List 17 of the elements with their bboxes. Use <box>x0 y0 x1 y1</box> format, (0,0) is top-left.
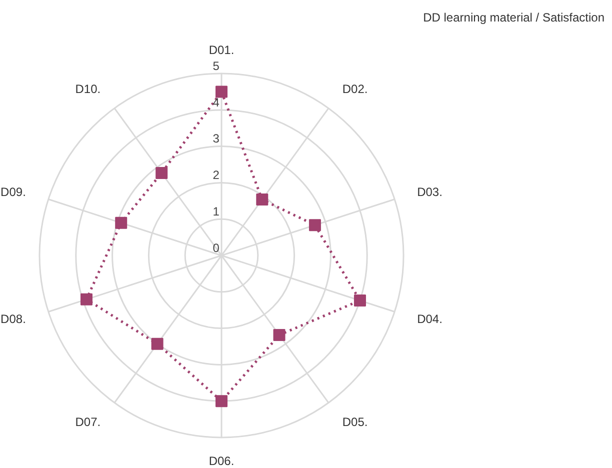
text: DD learning material / Satisfaction <box>423 10 605 24</box>
y-tick-label: 0 <box>212 240 220 255</box>
y-tick-label: 4 <box>212 95 220 110</box>
y-tick-label: 2 <box>212 168 220 182</box>
spoke-label: D09. <box>0 184 26 199</box>
spoke-label: D03. <box>417 184 442 199</box>
spoke-label: D06. <box>208 454 234 468</box>
spoke-label: D08. <box>0 312 26 326</box>
spoke-label: D05. <box>342 414 368 429</box>
spoke-label: D04. <box>417 312 442 326</box>
spoke-label: D01. <box>208 42 234 57</box>
spoke-label: D10. <box>75 82 101 96</box>
y-tick-label: 3 <box>212 132 220 146</box>
y-tick-label: 1 <box>212 204 220 218</box>
spoke-label: D02. <box>342 82 368 96</box>
y-tick-label: 5 <box>212 58 220 73</box>
spoke-label: D07. <box>75 414 101 429</box>
